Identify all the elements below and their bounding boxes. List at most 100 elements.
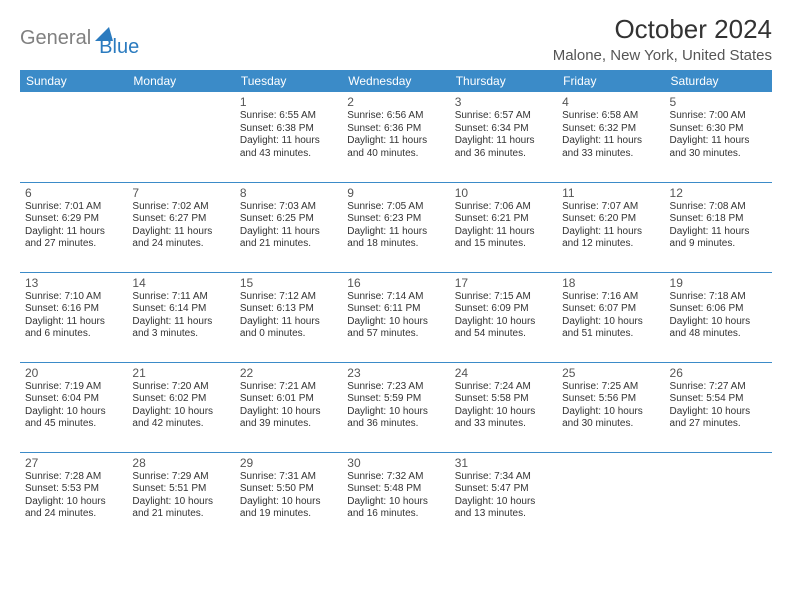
calendar-day-cell: 25Sunrise: 7:25 AMSunset: 5:56 PMDayligh… [557, 362, 664, 452]
calendar-day-cell: 1Sunrise: 6:55 AMSunset: 6:38 PMDaylight… [235, 92, 342, 182]
day-number: 3 [455, 95, 552, 109]
day-number: 16 [347, 276, 444, 290]
calendar-day-cell: 2Sunrise: 6:56 AMSunset: 6:36 PMDaylight… [342, 92, 449, 182]
calendar-day-cell: 23Sunrise: 7:23 AMSunset: 5:59 PMDayligh… [342, 362, 449, 452]
calendar-day-cell [665, 452, 772, 542]
day-number: 22 [240, 366, 337, 380]
calendar-day-cell: 14Sunrise: 7:11 AMSunset: 6:14 PMDayligh… [127, 272, 234, 362]
day-info: Sunrise: 7:18 AMSunset: 6:06 PMDaylight:… [670, 291, 767, 341]
day-number: 27 [25, 456, 122, 470]
header: General Blue October 2024 Malone, New Yo… [20, 14, 772, 64]
day-info: Sunrise: 7:19 AMSunset: 6:04 PMDaylight:… [25, 381, 122, 431]
calendar-table: SundayMondayTuesdayWednesdayThursdayFrid… [20, 70, 772, 542]
day-header: Tuesday [235, 70, 342, 92]
day-number: 7 [132, 186, 229, 200]
day-info: Sunrise: 7:06 AMSunset: 6:21 PMDaylight:… [455, 201, 552, 251]
day-info: Sunrise: 6:55 AMSunset: 6:38 PMDaylight:… [240, 110, 337, 160]
month-title: October 2024 [553, 14, 772, 45]
day-number: 30 [347, 456, 444, 470]
day-number: 8 [240, 186, 337, 200]
day-info: Sunrise: 7:23 AMSunset: 5:59 PMDaylight:… [347, 381, 444, 431]
day-info: Sunrise: 7:15 AMSunset: 6:09 PMDaylight:… [455, 291, 552, 341]
calendar-day-cell: 15Sunrise: 7:12 AMSunset: 6:13 PMDayligh… [235, 272, 342, 362]
day-header: Thursday [450, 70, 557, 92]
calendar-day-cell: 10Sunrise: 7:06 AMSunset: 6:21 PMDayligh… [450, 182, 557, 272]
calendar-week-row: 27Sunrise: 7:28 AMSunset: 5:53 PMDayligh… [20, 452, 772, 542]
day-info: Sunrise: 7:11 AMSunset: 6:14 PMDaylight:… [132, 291, 229, 341]
calendar-day-cell: 31Sunrise: 7:34 AMSunset: 5:47 PMDayligh… [450, 452, 557, 542]
day-number: 24 [455, 366, 552, 380]
day-header: Sunday [20, 70, 127, 92]
day-number: 2 [347, 95, 444, 109]
day-info: Sunrise: 7:34 AMSunset: 5:47 PMDaylight:… [455, 471, 552, 521]
day-info: Sunrise: 7:10 AMSunset: 6:16 PMDaylight:… [25, 291, 122, 341]
day-number: 21 [132, 366, 229, 380]
day-info: Sunrise: 7:31 AMSunset: 5:50 PMDaylight:… [240, 471, 337, 521]
day-info: Sunrise: 7:12 AMSunset: 6:13 PMDaylight:… [240, 291, 337, 341]
day-info: Sunrise: 7:07 AMSunset: 6:20 PMDaylight:… [562, 201, 659, 251]
calendar-day-cell: 3Sunrise: 6:57 AMSunset: 6:34 PMDaylight… [450, 92, 557, 182]
day-number: 4 [562, 95, 659, 109]
day-info: Sunrise: 7:03 AMSunset: 6:25 PMDaylight:… [240, 201, 337, 251]
day-info: Sunrise: 6:57 AMSunset: 6:34 PMDaylight:… [455, 110, 552, 160]
day-info: Sunrise: 7:14 AMSunset: 6:11 PMDaylight:… [347, 291, 444, 341]
day-header: Saturday [665, 70, 772, 92]
day-number: 20 [25, 366, 122, 380]
day-number: 9 [347, 186, 444, 200]
calendar-day-cell [20, 92, 127, 182]
calendar-week-row: 1Sunrise: 6:55 AMSunset: 6:38 PMDaylight… [20, 92, 772, 182]
day-info: Sunrise: 7:29 AMSunset: 5:51 PMDaylight:… [132, 471, 229, 521]
calendar-day-cell: 17Sunrise: 7:15 AMSunset: 6:09 PMDayligh… [450, 272, 557, 362]
day-number: 18 [562, 276, 659, 290]
day-number: 17 [455, 276, 552, 290]
day-info: Sunrise: 7:21 AMSunset: 6:01 PMDaylight:… [240, 381, 337, 431]
day-info: Sunrise: 7:08 AMSunset: 6:18 PMDaylight:… [670, 201, 767, 251]
day-header: Wednesday [342, 70, 449, 92]
day-info: Sunrise: 7:00 AMSunset: 6:30 PMDaylight:… [670, 110, 767, 160]
calendar-week-row: 13Sunrise: 7:10 AMSunset: 6:16 PMDayligh… [20, 272, 772, 362]
title-block: October 2024 Malone, New York, United St… [553, 14, 772, 64]
calendar-day-cell: 22Sunrise: 7:21 AMSunset: 6:01 PMDayligh… [235, 362, 342, 452]
calendar-body: 1Sunrise: 6:55 AMSunset: 6:38 PMDaylight… [20, 92, 772, 542]
day-number: 5 [670, 95, 767, 109]
day-info: Sunrise: 7:01 AMSunset: 6:29 PMDaylight:… [25, 201, 122, 251]
calendar-week-row: 6Sunrise: 7:01 AMSunset: 6:29 PMDaylight… [20, 182, 772, 272]
day-info: Sunrise: 7:16 AMSunset: 6:07 PMDaylight:… [562, 291, 659, 341]
calendar-day-cell: 7Sunrise: 7:02 AMSunset: 6:27 PMDaylight… [127, 182, 234, 272]
day-info: Sunrise: 7:25 AMSunset: 5:56 PMDaylight:… [562, 381, 659, 431]
calendar-day-cell: 30Sunrise: 7:32 AMSunset: 5:48 PMDayligh… [342, 452, 449, 542]
day-number: 10 [455, 186, 552, 200]
calendar-week-row: 20Sunrise: 7:19 AMSunset: 6:04 PMDayligh… [20, 362, 772, 452]
day-number: 1 [240, 95, 337, 109]
calendar-day-cell: 26Sunrise: 7:27 AMSunset: 5:54 PMDayligh… [665, 362, 772, 452]
day-number: 25 [562, 366, 659, 380]
calendar-day-cell: 20Sunrise: 7:19 AMSunset: 6:04 PMDayligh… [20, 362, 127, 452]
day-number: 15 [240, 276, 337, 290]
calendar-day-cell: 18Sunrise: 7:16 AMSunset: 6:07 PMDayligh… [557, 272, 664, 362]
day-info: Sunrise: 7:20 AMSunset: 6:02 PMDaylight:… [132, 381, 229, 431]
day-number: 14 [132, 276, 229, 290]
calendar-day-cell: 28Sunrise: 7:29 AMSunset: 5:51 PMDayligh… [127, 452, 234, 542]
day-header: Monday [127, 70, 234, 92]
day-info: Sunrise: 6:56 AMSunset: 6:36 PMDaylight:… [347, 110, 444, 160]
logo-text-gray: General [20, 27, 91, 50]
day-number: 31 [455, 456, 552, 470]
day-header-row: SundayMondayTuesdayWednesdayThursdayFrid… [20, 70, 772, 92]
day-info: Sunrise: 7:32 AMSunset: 5:48 PMDaylight:… [347, 471, 444, 521]
calendar-day-cell: 13Sunrise: 7:10 AMSunset: 6:16 PMDayligh… [20, 272, 127, 362]
calendar-day-cell: 16Sunrise: 7:14 AMSunset: 6:11 PMDayligh… [342, 272, 449, 362]
calendar-day-cell [557, 452, 664, 542]
calendar-page: General Blue October 2024 Malone, New Yo… [0, 0, 792, 562]
calendar-day-cell: 5Sunrise: 7:00 AMSunset: 6:30 PMDaylight… [665, 92, 772, 182]
day-number: 6 [25, 186, 122, 200]
day-number: 11 [562, 186, 659, 200]
calendar-day-cell: 24Sunrise: 7:24 AMSunset: 5:58 PMDayligh… [450, 362, 557, 452]
day-number: 23 [347, 366, 444, 380]
calendar-day-cell: 6Sunrise: 7:01 AMSunset: 6:29 PMDaylight… [20, 182, 127, 272]
day-info: Sunrise: 7:27 AMSunset: 5:54 PMDaylight:… [670, 381, 767, 431]
day-info: Sunrise: 6:58 AMSunset: 6:32 PMDaylight:… [562, 110, 659, 160]
day-number: 28 [132, 456, 229, 470]
location: Malone, New York, United States [553, 47, 772, 64]
day-number: 29 [240, 456, 337, 470]
calendar-day-cell: 12Sunrise: 7:08 AMSunset: 6:18 PMDayligh… [665, 182, 772, 272]
